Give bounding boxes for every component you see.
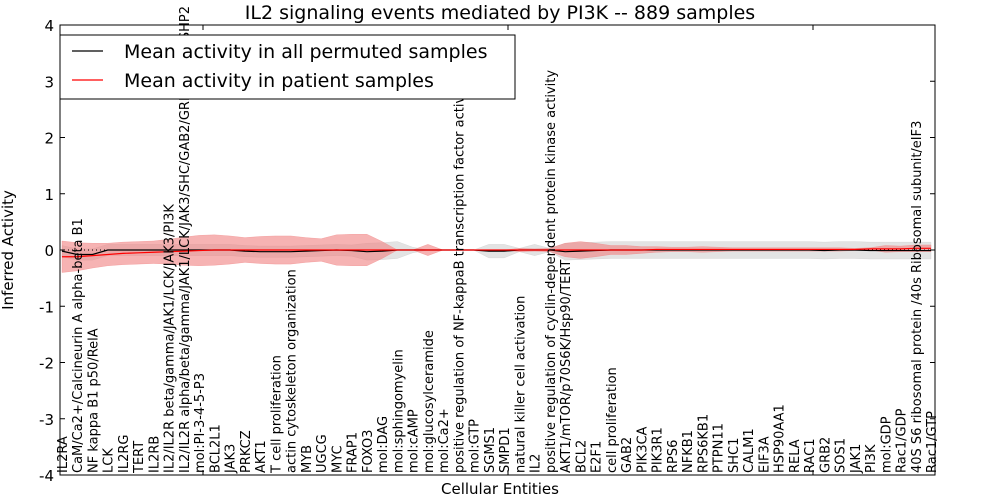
x-tick-label: FOXO3 — [361, 430, 376, 473]
y-tick-label: 3 — [44, 73, 54, 91]
chart-title: IL2 signaling events mediated by PI3K --… — [245, 2, 755, 24]
x-tick-label: HSP90AA1 — [773, 404, 788, 473]
legend-label-permuted: Mean activity in all permuted samples — [124, 41, 487, 63]
x-tick-label: JAK1 — [849, 444, 864, 474]
x-tick-label: Rac1/GDP — [895, 408, 910, 473]
x-tick-label: IL2RA — [56, 436, 71, 473]
y-tick-label: 1 — [44, 186, 54, 204]
x-tick-label: CaM/Ca2+/Calcineurin A alpha-beta B1 — [71, 218, 86, 473]
x-tick-label: mol:GDP — [879, 416, 894, 473]
x-tick-label: RPS6 — [666, 440, 681, 473]
x-tick-label: PTPN11 — [712, 423, 727, 473]
x-tick-label: BCL2L1 — [208, 424, 223, 473]
confidence-band-patient — [61, 234, 932, 273]
x-tick-label: mol:sphingomyelin — [391, 349, 406, 473]
x-tick-label: TERT — [132, 441, 147, 474]
x-tick-label: Rac1/GTP — [925, 411, 940, 473]
x-tick-label: E2F1 — [590, 441, 605, 473]
x-tick-label: RPS6KB1 — [696, 414, 711, 473]
x-tick-label: PIK3R1 — [651, 427, 666, 473]
x-tick-label: IL2RB — [147, 436, 162, 473]
y-tick-label: -3 — [39, 411, 54, 429]
legend: Mean activity in all permuted samples Me… — [59, 34, 516, 100]
x-tick-label: GRB2 — [818, 437, 833, 473]
y-tick-label: -1 — [39, 298, 54, 316]
x-tick-label: RAC1 — [803, 438, 818, 473]
x-tick-label: SOS1 — [834, 438, 849, 473]
plot-frame — [59, 24, 936, 476]
x-axis-label: Cellular Entities — [441, 480, 559, 498]
x-tick-label: T cell proliferation — [269, 355, 284, 474]
x-tick-label: MYB — [300, 445, 315, 473]
legend-box — [59, 34, 516, 100]
x-tick-label: mol:Ca2+ — [437, 408, 452, 473]
x-tick-label: IL2 — [529, 454, 544, 473]
x-tick-label: UGCG — [315, 434, 330, 473]
x-tick-label: FRAP1 — [346, 432, 361, 473]
x-tick-label: mol:GTP — [468, 419, 483, 473]
x-tick-label: MYC — [330, 445, 345, 473]
y-tick-label: 4 — [44, 17, 54, 35]
x-tick-label: positive regulation of cyclin-dependent … — [544, 70, 559, 473]
x-tick-label: BCL2 — [574, 440, 589, 473]
x-tick-label: IL2/IL2R beta/gamma/JAK1/LCK/JAK3/PI3K — [163, 204, 178, 473]
x-tick-label: mol:cAMP — [407, 409, 422, 473]
x-tick-label: mol:PI-3-4-5-P3 — [193, 373, 208, 473]
x-tick-label: IL2RG — [117, 435, 132, 473]
y-tick-label: 2 — [44, 130, 54, 148]
x-tick-label: actin cytoskeleton organization — [285, 269, 300, 473]
y-axis-label: Inferred Activity — [0, 190, 17, 310]
y-tick-label: -2 — [39, 355, 54, 373]
x-tick-label: EIF3A — [757, 436, 772, 473]
x-tick-label: mol:glucosylceramide — [422, 330, 437, 473]
x-tick-label: IL2/IL2R alpha/beta/gamma/JAK1/LCK/JAK3/… — [178, 6, 193, 473]
x-tick-label: mol:DAG — [376, 416, 391, 473]
x-tick-label: positive regulation of NF-kappaB transcr… — [452, 79, 467, 473]
x-tick-label: GAB2 — [620, 437, 635, 473]
series-line-patient — [62, 247, 931, 258]
x-tick-label: SGMS1 — [483, 427, 498, 473]
x-tick-label: 40S S6 ribosomal protein /40s Ribosomal … — [910, 121, 925, 473]
x-tick-label: RELA — [788, 439, 803, 473]
x-tick-label: LCK — [102, 448, 117, 473]
x-tick-label: AKT1/mTOR/p70S6K/Hsp90/TERT — [559, 260, 574, 473]
x-tick-label: SHC1 — [727, 438, 742, 473]
y-tick-label: -4 — [39, 467, 54, 485]
x-tick-label: PRKCZ — [239, 430, 254, 473]
x-tick-label: cell proliferation — [605, 367, 620, 473]
x-tick-label: AKT1 — [254, 440, 269, 473]
x-tick-label: natural killer cell activation — [513, 296, 528, 473]
x-tick-label: PIK3CA — [635, 426, 650, 473]
x-tick-label: SMPD1 — [498, 427, 513, 473]
x-tick-label: CALM1 — [742, 428, 757, 473]
y-tick-label: 0 — [44, 242, 54, 260]
x-tick-label: NFKB1 — [681, 430, 696, 473]
x-tick-label: NF kappa B1 p50/RelA — [86, 328, 101, 473]
x-tick-label: PI3K — [864, 444, 879, 473]
x-tick-label: JAK3 — [224, 444, 239, 474]
legend-label-patient: Mean activity in patient samples — [124, 70, 434, 92]
